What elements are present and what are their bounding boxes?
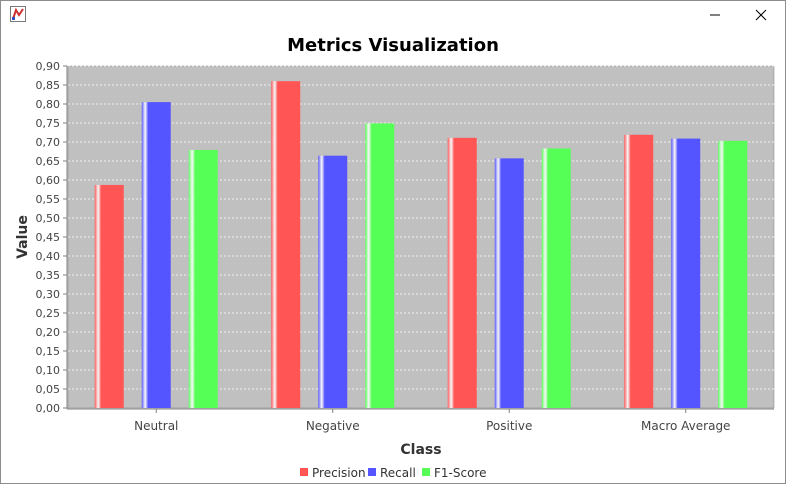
y-tick-label: 0,15 xyxy=(36,345,61,358)
minimize-icon[interactable] xyxy=(693,1,737,29)
y-tick-label: 0,20 xyxy=(36,326,61,339)
bar-recall-negative xyxy=(318,155,348,408)
bar-precision-negative xyxy=(271,81,301,408)
legend: Precision Recall F1-Score xyxy=(300,466,486,480)
legend-swatch-recall xyxy=(368,468,376,476)
bar-recall-neutral xyxy=(141,102,171,408)
close-icon[interactable] xyxy=(739,1,783,29)
y-tick-label: 0,10 xyxy=(36,364,61,377)
bar-precision-neutral xyxy=(94,184,124,408)
y-axis-label: Value xyxy=(15,215,31,259)
y-axis-ticks: 0,00 0,05 0,10 0,15 0,20 0,25 0,30 0,35 0,40 0,45… xyxy=(36,60,67,415)
title-bar xyxy=(1,1,785,29)
y-tick-label: 0,90 xyxy=(36,60,61,73)
bar-recall-positive xyxy=(494,158,524,408)
y-tick-label: 0,35 xyxy=(36,269,61,282)
y-tick-label: 0,45 xyxy=(36,231,61,244)
x-tick-label: Neutral xyxy=(134,419,178,433)
bar-precision-macro-average xyxy=(624,134,654,408)
chart-title: Metrics Visualization xyxy=(287,35,499,56)
y-tick-label: 0,70 xyxy=(36,136,61,149)
y-tick-label: 0,65 xyxy=(36,155,61,168)
legend-swatch-precision xyxy=(300,468,308,476)
bar-f1-score-negative xyxy=(365,123,395,408)
y-tick-label: 0,30 xyxy=(36,288,61,301)
y-tick-label: 0,00 xyxy=(36,402,61,415)
x-axis-ticks: Neutral Negative Positive Macro Average xyxy=(134,409,730,433)
y-tick-label: 0,80 xyxy=(36,98,61,111)
bar-f1-score-neutral xyxy=(188,149,218,409)
bar-precision-positive xyxy=(447,137,477,408)
bar-f1-score-macro-average xyxy=(718,140,748,409)
y-tick-label: 0,85 xyxy=(36,79,61,92)
gridlines xyxy=(68,65,774,390)
bar-recall-macro-average xyxy=(671,138,701,408)
legend-label-precision: Precision xyxy=(312,466,366,480)
x-tick-label: Positive xyxy=(486,419,532,433)
x-axis-label: Class xyxy=(400,442,441,458)
legend-label-f1-score: F1-Score xyxy=(434,466,486,480)
y-tick-label: 0,40 xyxy=(36,250,61,263)
y-tick-label: 0,05 xyxy=(36,383,61,396)
y-tick-label: 0,55 xyxy=(36,193,61,206)
x-tick-label: Negative xyxy=(306,419,360,433)
bars xyxy=(94,81,748,409)
legend-label-recall: Recall xyxy=(380,466,416,480)
y-tick-label: 0,75 xyxy=(36,117,61,130)
y-tick-label: 0,50 xyxy=(36,212,61,225)
java-app-icon xyxy=(10,6,26,22)
bar-f1-score-positive xyxy=(541,148,571,408)
y-tick-label: 0,60 xyxy=(36,174,61,187)
legend-swatch-f1-score xyxy=(422,468,430,476)
x-tick-label: Macro Average xyxy=(641,419,730,433)
y-tick-label: 0,25 xyxy=(36,307,61,320)
